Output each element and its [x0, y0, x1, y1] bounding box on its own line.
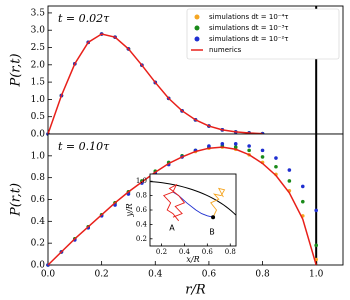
- x-tick-label: 1.0: [309, 270, 324, 280]
- y-tick-label: 0.4: [31, 217, 46, 227]
- legend-swatch: [194, 25, 200, 31]
- y-tick-label: 3.0: [31, 26, 46, 36]
- y-axis-label: P(r,t): [9, 183, 24, 217]
- legend-swatch: [194, 36, 200, 42]
- time-annotation: t = 0.10τ: [58, 140, 110, 153]
- x-tick-label: 0.0: [41, 270, 56, 280]
- x-axis-label: x/R: [186, 255, 199, 264]
- x-tick-label: 0.6: [202, 248, 214, 256]
- data-point: [300, 184, 305, 189]
- x-tick-label: 0.4: [148, 270, 163, 280]
- plot-frame: [149, 173, 237, 247]
- data-point: [247, 144, 251, 148]
- x-tick-label: 0.8: [225, 248, 236, 256]
- y-tick-label: 1.0: [31, 95, 46, 105]
- x-tick-label: 0.6: [202, 270, 217, 280]
- data-point: [211, 215, 216, 220]
- y-tick-label: 0.4: [136, 220, 148, 228]
- data-point: [233, 142, 238, 146]
- data-point: [274, 156, 278, 160]
- x-axis-label: r/R: [185, 283, 206, 298]
- data-point: [260, 148, 265, 153]
- point-label: A: [169, 224, 175, 233]
- y-tick-label: 0.6: [31, 195, 46, 205]
- y-tick-label: 2.5: [31, 43, 46, 53]
- data-point: [247, 148, 251, 153]
- x-tick-label: 0.4: [179, 248, 191, 256]
- y-tick-label: 1.5: [31, 78, 46, 88]
- data-line: [162, 183, 186, 222]
- y-tick-label: 0.6: [136, 206, 148, 214]
- time-annotation: t = 0.02τ: [58, 12, 110, 25]
- data-point: [274, 164, 278, 169]
- data-point: [260, 155, 265, 159]
- y-tick-label: 2.0: [31, 60, 46, 70]
- x-tick-label: 0.2: [156, 248, 167, 256]
- y-tick-label: 3.5: [31, 8, 46, 18]
- legend-label: simulations dt = 10⁻²τ: [209, 35, 289, 43]
- data-point: [207, 144, 211, 148]
- data-point: [287, 168, 292, 172]
- data-point: [314, 243, 318, 248]
- legend-box: [186, 8, 340, 60]
- data-point: [300, 199, 305, 204]
- y-tick-label: 0.0: [31, 130, 46, 140]
- data-point: [287, 179, 292, 183]
- y-axis-label: P(r,t): [9, 53, 24, 87]
- y-tick-label: 0.5: [31, 112, 46, 122]
- data-point: [220, 142, 225, 146]
- y-tick-label: 1.0: [31, 151, 46, 161]
- data-line: [47, 33, 263, 135]
- data-line: [47, 146, 317, 266]
- y-axis-label: y/R: [125, 203, 134, 217]
- y-tick-label: 0.2: [136, 235, 147, 243]
- y-tick-label: 0.0: [31, 261, 46, 271]
- y-tick-label: 0.8: [136, 192, 147, 200]
- x-tick-label: 0.8: [255, 270, 270, 280]
- point-label: B: [209, 228, 215, 237]
- data-line: [210, 187, 226, 218]
- legend-label: simulations dt = 10⁻⁴τ: [209, 13, 289, 21]
- boundary-circle: [150, 181, 237, 216]
- y-tick-label: 0.2: [31, 239, 45, 249]
- legend-label: numerics: [209, 46, 242, 54]
- legend-swatch: [194, 14, 200, 20]
- x-tick-label: 0.2: [94, 270, 108, 280]
- data-point: [314, 208, 318, 213]
- y-tick-label: 0.8: [31, 173, 46, 183]
- legend-label: simulations dt = 10⁻³τ: [209, 24, 289, 32]
- data-point: [233, 145, 238, 149]
- y-tick-label: 1.0: [136, 177, 147, 185]
